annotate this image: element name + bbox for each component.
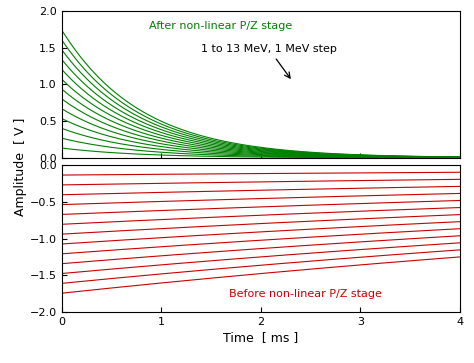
Text: 1 to 13 MeV, 1 MeV step: 1 to 13 MeV, 1 MeV step xyxy=(201,44,337,78)
Text: Before non-linear P/Z stage: Before non-linear P/Z stage xyxy=(229,289,382,299)
X-axis label: Time  [ ms ]: Time [ ms ] xyxy=(223,331,298,344)
Text: After non-linear P/Z stage: After non-linear P/Z stage xyxy=(149,21,292,30)
Text: Amplitude  [ V ]: Amplitude [ V ] xyxy=(14,118,27,216)
